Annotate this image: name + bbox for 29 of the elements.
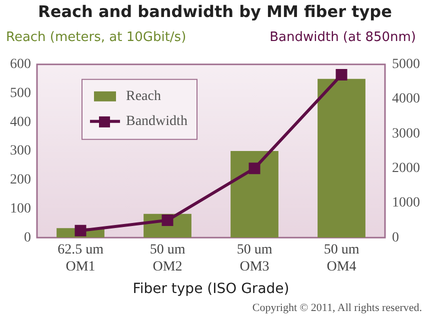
y2-tick-label: 1000	[392, 196, 420, 211]
x-tick-label: 50 um OM4	[324, 242, 360, 274]
y-tick-label: 300	[10, 144, 31, 159]
point	[74, 224, 86, 236]
y-tick-label: 100	[10, 201, 31, 216]
y2-tick-label: 5000	[392, 57, 420, 72]
legend-label: Bandwidth	[126, 114, 188, 130]
y2-tick-label: 4000	[392, 92, 420, 107]
y-tick-label: 0	[24, 230, 31, 246]
y-tick-label: 200	[10, 172, 31, 188]
legend-label: Reach	[126, 89, 161, 104]
y-axis-title: Reach (meters, at 10Gbit/s)	[6, 30, 186, 45]
bar	[230, 151, 278, 238]
y-tick-label: 400	[10, 114, 31, 130]
y2-axis-title: Bandwidth (at 850nm)	[270, 30, 416, 45]
x-tick-label: 50 um OM2	[150, 242, 186, 274]
y-tick-label: 500	[10, 86, 31, 101]
y-tick-label: 600	[10, 57, 31, 72]
point	[248, 162, 260, 174]
x-axis-title: Fiber type (ISO Grade)	[132, 281, 290, 298]
x-tick-label: 50 um OM3	[236, 242, 272, 274]
x-tick-label: 62.5 um OM1	[58, 242, 104, 274]
bar	[318, 78, 366, 238]
y2-tick-label: 0	[392, 230, 399, 246]
y2-tick-label: 2000	[392, 160, 420, 176]
y2-tick-label: 3000	[392, 126, 420, 142]
text: Copyright © 2011, All rights reserved.	[252, 302, 422, 314]
chart-title: Reach and bandwidth by MM fiber type	[37, 2, 393, 21]
point	[336, 69, 348, 81]
